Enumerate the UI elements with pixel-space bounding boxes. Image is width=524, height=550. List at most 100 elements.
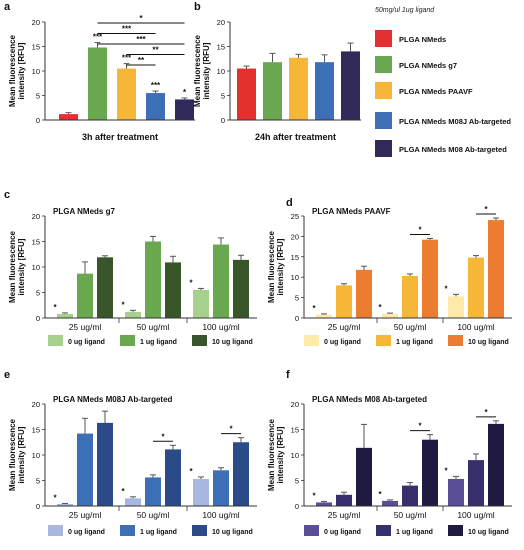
y-tick-label: 10 [291,451,299,460]
bar [77,273,93,318]
bar [336,285,352,318]
bar [213,470,229,506]
y-tick-label: 5 [36,92,40,101]
panel-letter: a [4,1,11,13]
y-tick-label: 15 [217,43,225,52]
legend-swatch [375,56,392,73]
bar [125,311,141,318]
bar [422,439,438,506]
bar [289,57,308,120]
legend-swatch [375,30,392,47]
bar [468,460,484,506]
bar [165,262,181,318]
bracket-label: * [139,14,143,23]
series-legend-swatch [48,335,63,346]
bracket-label: * [229,425,233,434]
bracket-label: ** [138,56,145,65]
bar [382,313,398,318]
bracket-label: * [484,408,488,417]
series-legend-label: 1 ug ligand [140,529,177,536]
significance-label: * [53,303,57,312]
panel-title: PLGA NMeds PAAVF [312,207,391,216]
significance-label: * [121,487,125,496]
bar [57,313,73,318]
series-legend-swatch [192,525,207,536]
legend-label: PLGA NMeds M08 Ab-targeted [399,145,507,154]
category-label: 50 ug/ml [394,322,427,332]
x-axis-title: 3h after treatment [82,132,158,142]
bar [57,503,73,506]
significance-label: * [312,304,316,313]
y-tick-label: 5 [295,294,299,303]
significance-label: *** [151,81,161,90]
series-legend-label: 10 ug ligand [468,339,509,346]
panel-title: PLGA NMeds g7 [53,207,115,216]
bar [77,433,93,506]
significance-label: *** [93,33,103,42]
category-label: 25 ug/ml [328,510,361,520]
bar [316,314,332,318]
y-axis-title-line: Mean fluorescence [267,418,276,491]
category-label: 100 ug/ml [202,322,239,332]
legend-label: PLGA NMeds g7 [399,61,457,70]
significance-label: *** [122,54,132,63]
y-axis-title-line: intensity [RFU] [17,426,26,483]
bar [341,51,360,120]
y-axis-title-line: Mean fluorescence [193,34,202,107]
category-label: 50 ug/ml [137,322,170,332]
y-tick-label: 15 [32,426,40,435]
significance-label: * [183,88,187,97]
y-tick-label: 25 [291,212,299,221]
bar [336,494,352,506]
legend-label: PLGA NMeds PAAVF [399,87,473,96]
bar [145,241,161,318]
bar [237,68,256,120]
bar [193,478,209,506]
bracket-label: *** [122,25,132,34]
y-axis-title-line: intensity [RFU] [202,42,211,99]
y-tick-label: 15 [32,238,40,247]
bracket-label: * [418,225,422,234]
y-tick-label: 5 [295,477,299,486]
bar [356,269,372,318]
bar [145,477,161,506]
y-tick-label: 10 [32,67,40,76]
bar [468,257,484,318]
y-tick-label: 20 [217,18,225,27]
bracket-label: * [484,205,488,214]
y-tick-label: 0 [36,116,40,125]
y-tick-label: 0 [295,502,299,511]
series-legend-label: 0 ug ligand [68,339,105,346]
category-label: 100 ug/ml [202,510,239,520]
series-legend-swatch [376,335,391,346]
panel-a: a 0 5 10 15 20 Mean fluorescenceintensity [RFU… [4,1,195,142]
y-tick-label: 20 [32,400,40,409]
series-legend-swatch [120,525,135,536]
series-legend-label: 1 ug ligand [396,529,433,536]
bar [448,478,464,506]
bracket-label: ** [152,46,159,55]
y-tick-label: 5 [36,289,40,298]
panel-c: c PLGA NMeds g7 0 5 10 15 20 Mean fluorescencei… [4,189,257,346]
y-tick-label: 20 [32,212,40,221]
series-legend-swatch [304,335,319,346]
panel-letter: e [4,369,10,381]
legend: PLGA NMeds PLGA NMeds g7 PLGA NMeds PAAVF P… [375,30,511,157]
y-axis-title-line: intensity [RFU] [276,426,285,483]
bracket-label: *** [136,35,146,44]
series-legend-swatch [376,525,391,536]
bar [193,289,209,318]
y-tick-label: 5 [221,92,225,101]
significance-label: * [189,467,193,476]
bar [315,62,334,120]
significance-label: * [378,490,382,499]
y-axis-title-line: Mean fluorescence [8,418,17,491]
bar [97,422,113,506]
panel-b: b 0 5 10 15 20 Mean fluorescenceintensity [RFU… [193,1,361,142]
significance-label: * [378,303,382,312]
y-tick-label: 10 [291,273,299,282]
series-legend-label: 10 ug ligand [212,529,253,536]
bar [165,449,181,506]
y-axis-title-line: Mean fluorescence [8,34,17,107]
series-legend-label: 10 ug ligand [468,529,509,536]
